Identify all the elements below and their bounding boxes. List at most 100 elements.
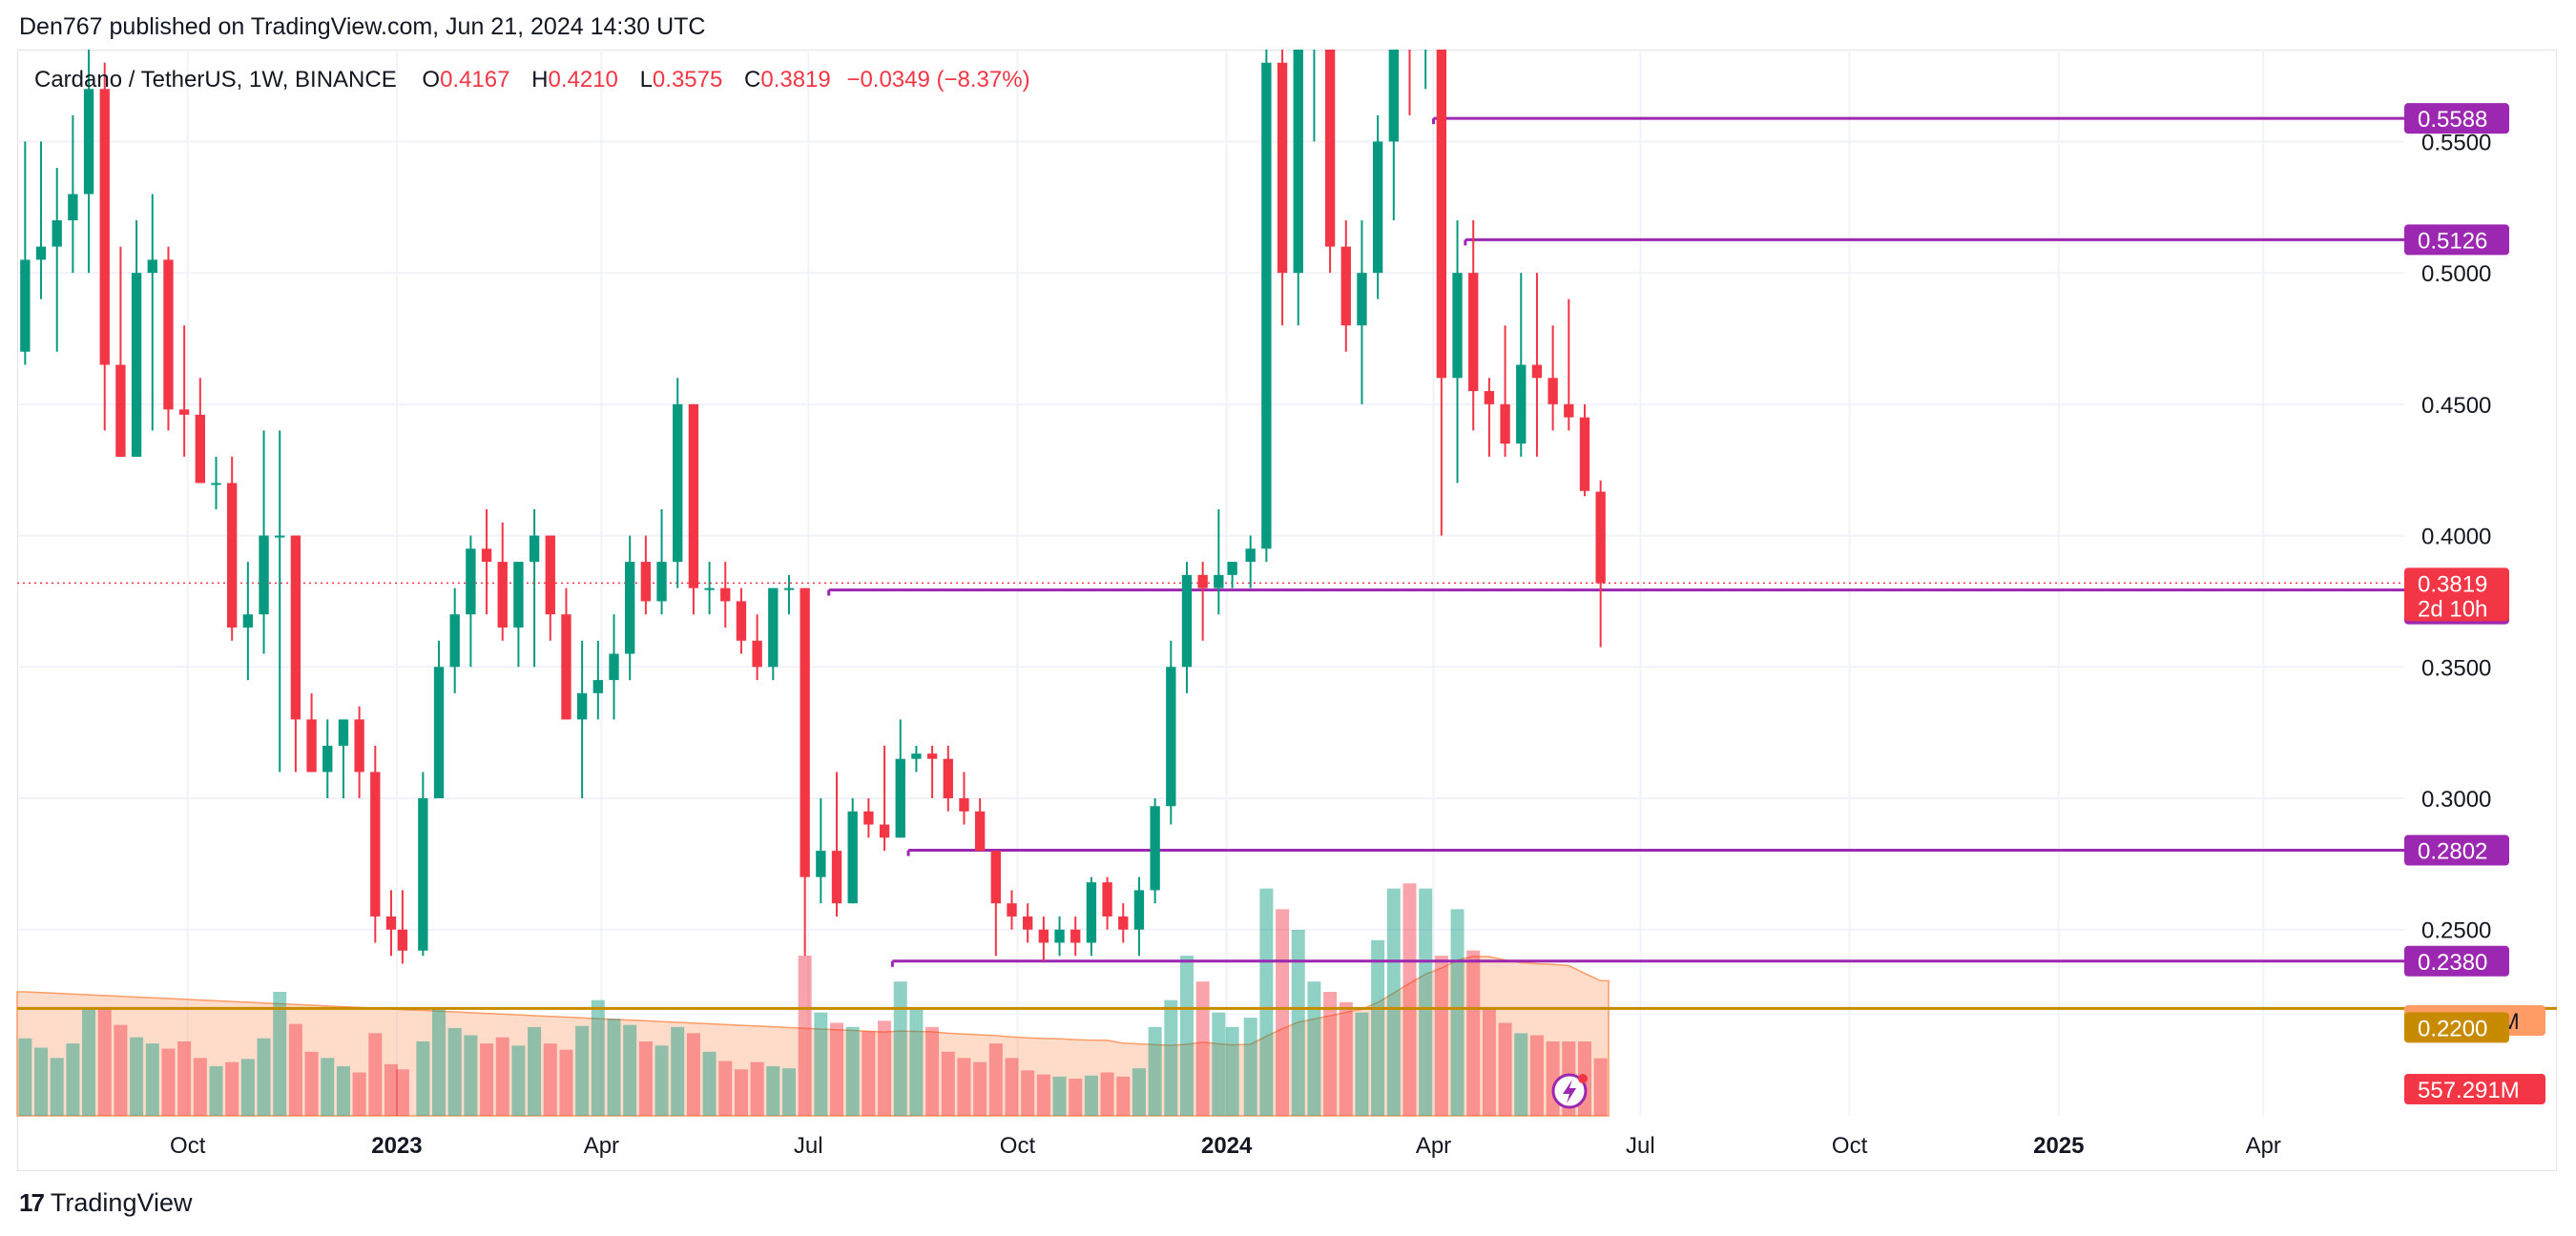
candle-body xyxy=(1261,62,1272,549)
volume-label-bg xyxy=(2404,1074,2545,1104)
x-tick-label: Oct xyxy=(1000,1133,1036,1159)
change-value: −0.0349 (−8.37%) xyxy=(846,67,1030,93)
y-tick-label: 0.5000 xyxy=(2421,261,2491,287)
volume-bar xyxy=(1291,930,1305,1116)
candle-body xyxy=(497,562,508,628)
support-price-label: 0.2200 xyxy=(2418,1016,2487,1041)
volume-bar xyxy=(1164,999,1178,1116)
candle-body xyxy=(418,798,428,951)
volume-bar xyxy=(1419,888,1433,1116)
volume-bar xyxy=(1100,1072,1114,1116)
candle-body xyxy=(354,719,364,772)
volume-bar xyxy=(321,1058,335,1116)
candle-body xyxy=(673,403,683,563)
volume-bar xyxy=(368,1033,383,1116)
low-value: 0.3575 xyxy=(652,67,723,93)
candle-body xyxy=(1340,246,1351,326)
candle-body xyxy=(163,259,174,410)
volume-bar xyxy=(1482,1007,1496,1116)
candle-body xyxy=(926,753,938,759)
candle-body xyxy=(1388,50,1399,142)
level-price-label-bg xyxy=(2404,945,2509,977)
volume-bar xyxy=(862,1031,876,1116)
volume-bar xyxy=(781,1068,796,1116)
candle-body xyxy=(242,614,254,628)
candle-body xyxy=(863,811,874,825)
candle-body xyxy=(1484,391,1495,404)
candle-body xyxy=(513,562,524,628)
candle-body xyxy=(1214,574,1224,588)
volume-bar xyxy=(559,1049,573,1116)
volume-bar xyxy=(1225,1026,1239,1116)
low-label: L xyxy=(639,67,653,93)
volume-bar xyxy=(1243,1018,1257,1116)
candles xyxy=(20,50,1606,964)
volume-bar xyxy=(1212,1012,1226,1116)
volume-bar xyxy=(1179,956,1194,1116)
grid-lines xyxy=(17,50,2404,1116)
tradingview-footer[interactable]: 17 TradingView xyxy=(19,1188,193,1218)
candle-body xyxy=(1564,403,1574,418)
volume-bar xyxy=(495,1037,509,1116)
volume-bar xyxy=(814,1012,828,1116)
candle-body xyxy=(1372,141,1383,274)
lightning-replay-icon[interactable] xyxy=(1551,1073,1588,1109)
candle-body xyxy=(52,220,62,247)
candle-body xyxy=(147,259,157,274)
candle-body xyxy=(943,758,953,799)
chart-frame[interactable] xyxy=(17,50,2557,1171)
candle-body xyxy=(370,772,381,917)
volume-bar xyxy=(638,1041,653,1116)
candle-body xyxy=(1070,929,1081,943)
candle-body xyxy=(1595,491,1606,584)
volume-bar xyxy=(798,956,812,1116)
x-tick-label: Jul xyxy=(794,1133,823,1159)
candle-body xyxy=(625,562,635,654)
volume-bar xyxy=(1498,1022,1512,1116)
x-tick-label: Oct xyxy=(1832,1133,1868,1159)
candle-body xyxy=(688,403,699,588)
volume-bar xyxy=(671,1026,685,1116)
candle-body xyxy=(99,89,110,365)
candle-body xyxy=(385,916,397,930)
candle-body xyxy=(1181,574,1193,668)
published-by-line: Den767 published on TradingView.com, Jun… xyxy=(19,13,706,40)
candle-body xyxy=(752,640,762,668)
volume-bar xyxy=(177,1041,192,1116)
volume-label: 557.291M xyxy=(2418,1078,2520,1103)
candle-body xyxy=(974,811,986,852)
candle-body xyxy=(227,483,238,628)
candle-body xyxy=(609,653,619,681)
footer-brand: TradingView xyxy=(50,1188,193,1217)
candle-body xyxy=(211,483,221,485)
volume-bar xyxy=(18,1038,32,1116)
candle-body xyxy=(338,719,349,746)
candle-body xyxy=(1436,50,1447,379)
volume-bar xyxy=(845,1026,860,1116)
volume-bar xyxy=(1450,909,1465,1116)
volume-bar xyxy=(34,1047,49,1116)
volume-bar xyxy=(1402,883,1417,1116)
candle-body xyxy=(1038,929,1049,943)
candle-body xyxy=(1102,882,1112,917)
x-tick-label: 2025 xyxy=(2033,1133,2084,1159)
volume-bar xyxy=(1132,1068,1146,1116)
volume-bar xyxy=(480,1043,494,1116)
volume-bar xyxy=(1259,888,1274,1116)
candle-body xyxy=(1452,273,1463,379)
candle-body xyxy=(1277,62,1288,274)
volume-bar xyxy=(447,1027,462,1116)
candle-body xyxy=(800,587,810,877)
candle-body xyxy=(1324,50,1336,247)
volume-bar xyxy=(82,1007,96,1116)
volume-bar xyxy=(193,1058,207,1116)
candle-body xyxy=(1579,417,1590,491)
candle-body xyxy=(1548,378,1558,404)
level-price-label-bg xyxy=(2404,224,2509,256)
candle-body xyxy=(768,587,779,668)
replay-dot xyxy=(1578,1074,1588,1083)
candle-body xyxy=(1227,562,1237,575)
candle-body xyxy=(879,824,890,838)
volume-bar xyxy=(145,1043,159,1116)
